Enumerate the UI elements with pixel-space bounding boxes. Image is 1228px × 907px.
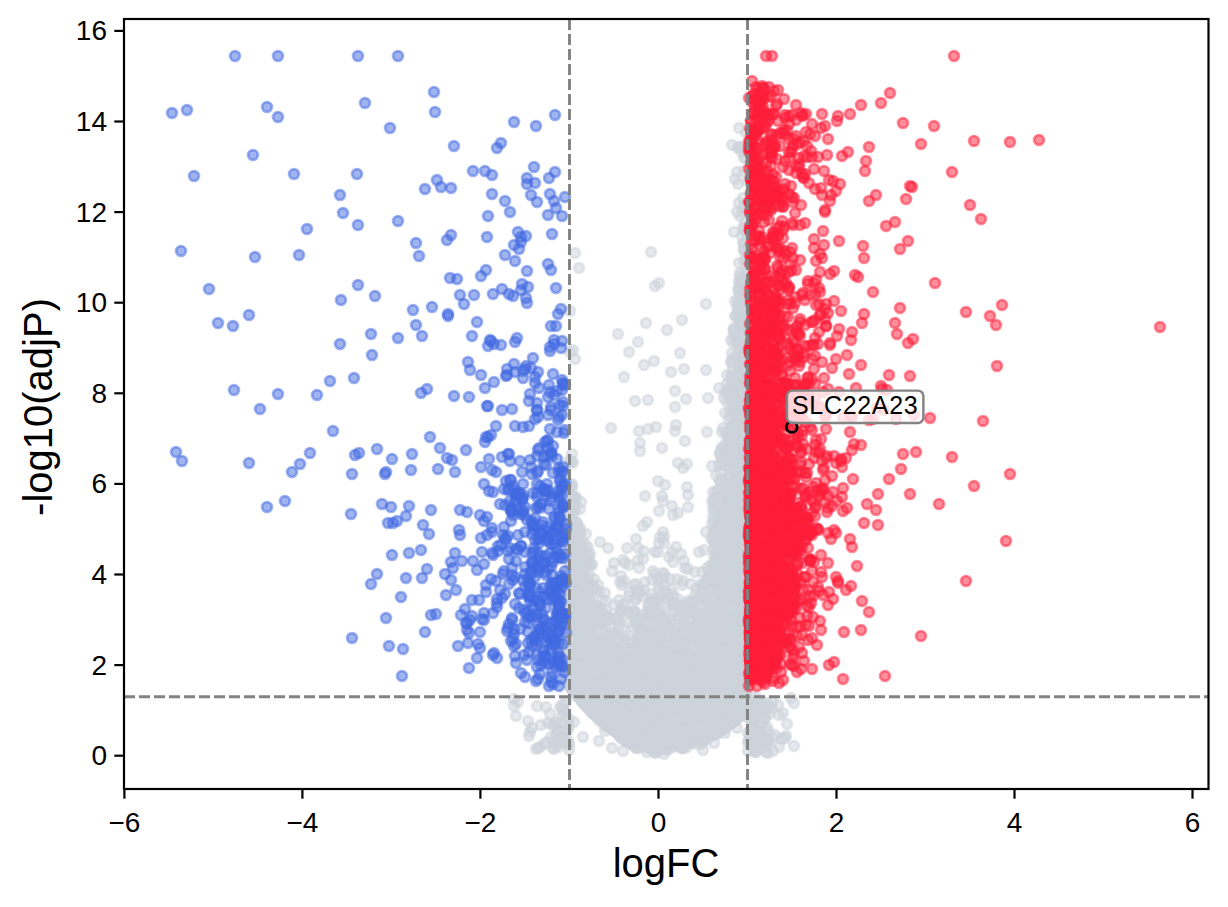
svg-text:6: 6 [91,468,107,499]
svg-text:−6: −6 [108,807,140,838]
svg-text:0: 0 [91,740,107,771]
svg-text:2: 2 [91,650,107,681]
svg-text:12: 12 [76,197,107,228]
svg-text:6: 6 [1185,807,1201,838]
svg-text:−2: −2 [464,807,496,838]
svg-text:10: 10 [76,287,107,318]
svg-text:14: 14 [76,106,107,137]
svg-text:0: 0 [651,807,667,838]
svg-text:4: 4 [1007,807,1023,838]
svg-text:4: 4 [91,559,107,590]
svg-text:-log10(adjP): -log10(adjP) [16,298,60,516]
svg-text:16: 16 [76,15,107,46]
svg-text:SLC22A23: SLC22A23 [792,391,919,419]
svg-text:2: 2 [829,807,845,838]
svg-text:logFC: logFC [613,841,720,885]
svg-text:8: 8 [91,378,107,409]
svg-text:−4: −4 [286,807,318,838]
